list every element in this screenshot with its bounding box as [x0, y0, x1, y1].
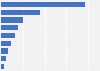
Bar: [1, 64, 4, 69]
Bar: [1, 17, 23, 23]
Bar: [1, 56, 6, 61]
Bar: [1, 48, 8, 54]
Bar: [1, 10, 40, 15]
Bar: [1, 41, 11, 46]
Bar: [1, 2, 85, 7]
Bar: [1, 33, 15, 38]
Bar: [1, 25, 18, 30]
